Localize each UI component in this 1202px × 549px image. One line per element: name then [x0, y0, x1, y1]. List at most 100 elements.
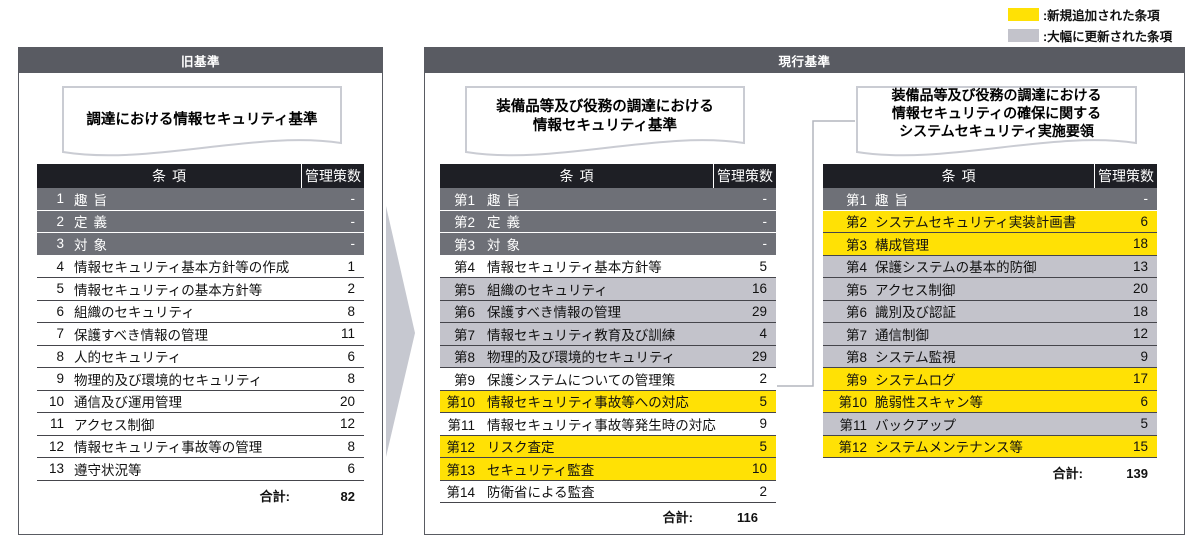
control-count: 1	[347, 258, 355, 274]
legend-updated-item: :大幅に更新された条項	[1008, 26, 1172, 45]
count-column-header: 管理策数	[717, 168, 773, 184]
clause-number: 13	[48, 461, 64, 477]
control-count: 20	[1132, 281, 1148, 297]
implementation-table: 条項 管理策数 第1 趣旨 - 第2 システムセキュリティ実装計画書 6 第3 構成管理 18 第…	[823, 164, 1157, 483]
clause-title: 保護すべき情報の管理	[74, 327, 209, 343]
table-row: 第5 アクセス制御 20	[823, 278, 1157, 301]
clause-title: 脆弱性スキャン等	[875, 395, 983, 411]
clause-number: 第2	[845, 215, 867, 231]
control-count: 4	[759, 326, 767, 342]
legend-new-item: :新規追加された条項	[1008, 5, 1160, 24]
control-count: 2	[347, 281, 355, 297]
total-label: 合計:	[1052, 465, 1083, 481]
clause-title: システムログ	[875, 372, 956, 388]
implementation-document-shape: 装備品等及び役務の調達における 情報セキュリティの確保に関する システムセキュリ…	[856, 86, 1137, 160]
total-label: 合計:	[662, 509, 693, 525]
control-count: 29	[751, 303, 767, 319]
control-count: 5	[1140, 416, 1148, 432]
table-row: 第8 物理的及び環境的セキュリティ 29	[440, 345, 776, 368]
table-row: 1 趣旨 -	[37, 188, 364, 211]
clause-number: 第6	[453, 305, 475, 321]
control-count: -	[762, 191, 768, 207]
table-header: 条項 管理策数	[440, 164, 776, 188]
clause-title: 人的セキュリティ	[74, 350, 182, 366]
table-row: 11 アクセス制御 12	[37, 413, 364, 436]
clause-number: 第7	[845, 327, 867, 343]
title-line: システムセキュリティ実施要領	[899, 123, 1094, 139]
clause-title: 対象	[487, 237, 526, 253]
control-count: 6	[1140, 393, 1148, 409]
total-value: 116	[737, 509, 758, 525]
count-column-header: 管理策数	[305, 168, 361, 184]
clause-title: 構成管理	[875, 237, 929, 253]
clause-number: 4	[56, 258, 64, 274]
table-row: 第3 対象 -	[440, 233, 776, 256]
clause-title: システムセキュリティ実装計画書	[875, 215, 1077, 231]
table-row: 第4 情報セキュリティ基本方針等 5	[440, 256, 776, 278]
clause-title: 保護システムについての管理策	[487, 372, 676, 388]
old-standard-document-title: 調達における情報セキュリティ基準	[86, 112, 318, 128]
control-count: -	[350, 236, 356, 252]
clause-number: 第11	[447, 417, 475, 433]
clause-number: 第11	[839, 417, 867, 433]
table-row: 第11 バックアップ 5	[823, 413, 1157, 436]
control-count: -	[762, 213, 768, 229]
clause-title: 保護すべき情報の管理	[487, 305, 622, 321]
clause-title: 定義	[487, 215, 526, 231]
table-row: 2 定義 -	[37, 210, 364, 233]
clause-number: 9	[56, 371, 64, 387]
title-line: 情報セキュリティ基準	[532, 118, 678, 134]
clause-number: 第8	[453, 350, 475, 366]
clause-column-header: 条項	[440, 164, 714, 188]
table-row: 3 対象 -	[37, 233, 364, 256]
clause-title: 識別及び認証	[875, 305, 956, 321]
clause-number: 第8	[845, 350, 867, 366]
clause-title: 遵守状況等	[74, 462, 142, 478]
table-body: 第1 趣旨 - 第2 システムセキュリティ実装計画書 6 第3 構成管理 18 第4 保護システムの…	[823, 188, 1157, 458]
title-line: 装備品等及び役務の調達における	[496, 99, 714, 115]
clause-title: アクセス制御	[875, 282, 956, 298]
document-shape-outline	[465, 86, 745, 157]
control-count: 9	[1140, 348, 1148, 364]
table-row: 9 物理的及び環境的セキュリティ 8	[37, 368, 364, 391]
legend-new-swatch	[1008, 8, 1039, 21]
clause-number: 12	[48, 438, 64, 454]
clause-title: 趣旨	[74, 192, 113, 208]
clause-title: 趣旨	[487, 192, 526, 208]
clause-title: 情報セキュリティ教育及び訓練	[487, 327, 676, 343]
control-count: 18	[1132, 303, 1148, 319]
table-row: 第1 趣旨 -	[823, 188, 1157, 211]
control-count: 6	[347, 348, 355, 364]
clause-title: 情報セキュリティ事故等の管理	[74, 440, 263, 456]
title-line: 情報セキュリティの確保に関する	[891, 105, 1102, 121]
clause-number: 第10	[838, 395, 867, 411]
clause-number: 第1	[453, 192, 475, 208]
security-standard-document-shape: 装備品等及び役務の調達における 情報セキュリティ基準	[465, 86, 745, 160]
old-standard-document-shape: 調達における情報セキュリティ基準	[62, 86, 342, 160]
table-row: 第12 システムメンテナンス等 15	[823, 435, 1157, 458]
table-body: 第1 趣旨 - 第2 定義 - 第3 対象 - 第4 情報セキュリティ基本方針等 5 第5 組織のセキュリ…	[440, 188, 776, 503]
control-count: 13	[1132, 258, 1148, 274]
table-row: 第9 システムログ 17	[823, 368, 1157, 391]
clause-title: 組織のセキュリティ	[74, 305, 195, 321]
clause-number: 10	[48, 393, 64, 409]
clause-title: 通信及び運用管理	[74, 395, 182, 411]
clause-number: 第10	[446, 395, 475, 411]
control-count: 5	[759, 393, 767, 409]
clause-number: 第4	[845, 260, 867, 276]
table-row: 第10 情報セキュリティ事故等への対応 5	[440, 390, 776, 413]
table-row: 13 遵守状況等 6	[37, 458, 364, 481]
control-count: -	[350, 213, 356, 229]
table-row: 第14 防衛省による監査 2	[440, 481, 776, 503]
control-count: -	[1143, 191, 1149, 207]
clause-number: 第4	[453, 260, 475, 276]
table-row: 5 情報セキュリティの基本方針等 2	[37, 278, 364, 301]
table-row: 6 組織のセキュリティ 8	[37, 301, 364, 323]
control-count: 16	[751, 281, 767, 297]
table-row: 第11 情報セキュリティ事故等発生時の対応 9	[440, 413, 776, 436]
clause-number: 第3	[845, 237, 867, 253]
table-row: 8 人的セキュリティ 6	[37, 346, 364, 368]
table-row: 第3 構成管理 18	[823, 233, 1157, 256]
clause-number: 第12	[446, 440, 475, 456]
clause-number: 3	[56, 236, 64, 252]
